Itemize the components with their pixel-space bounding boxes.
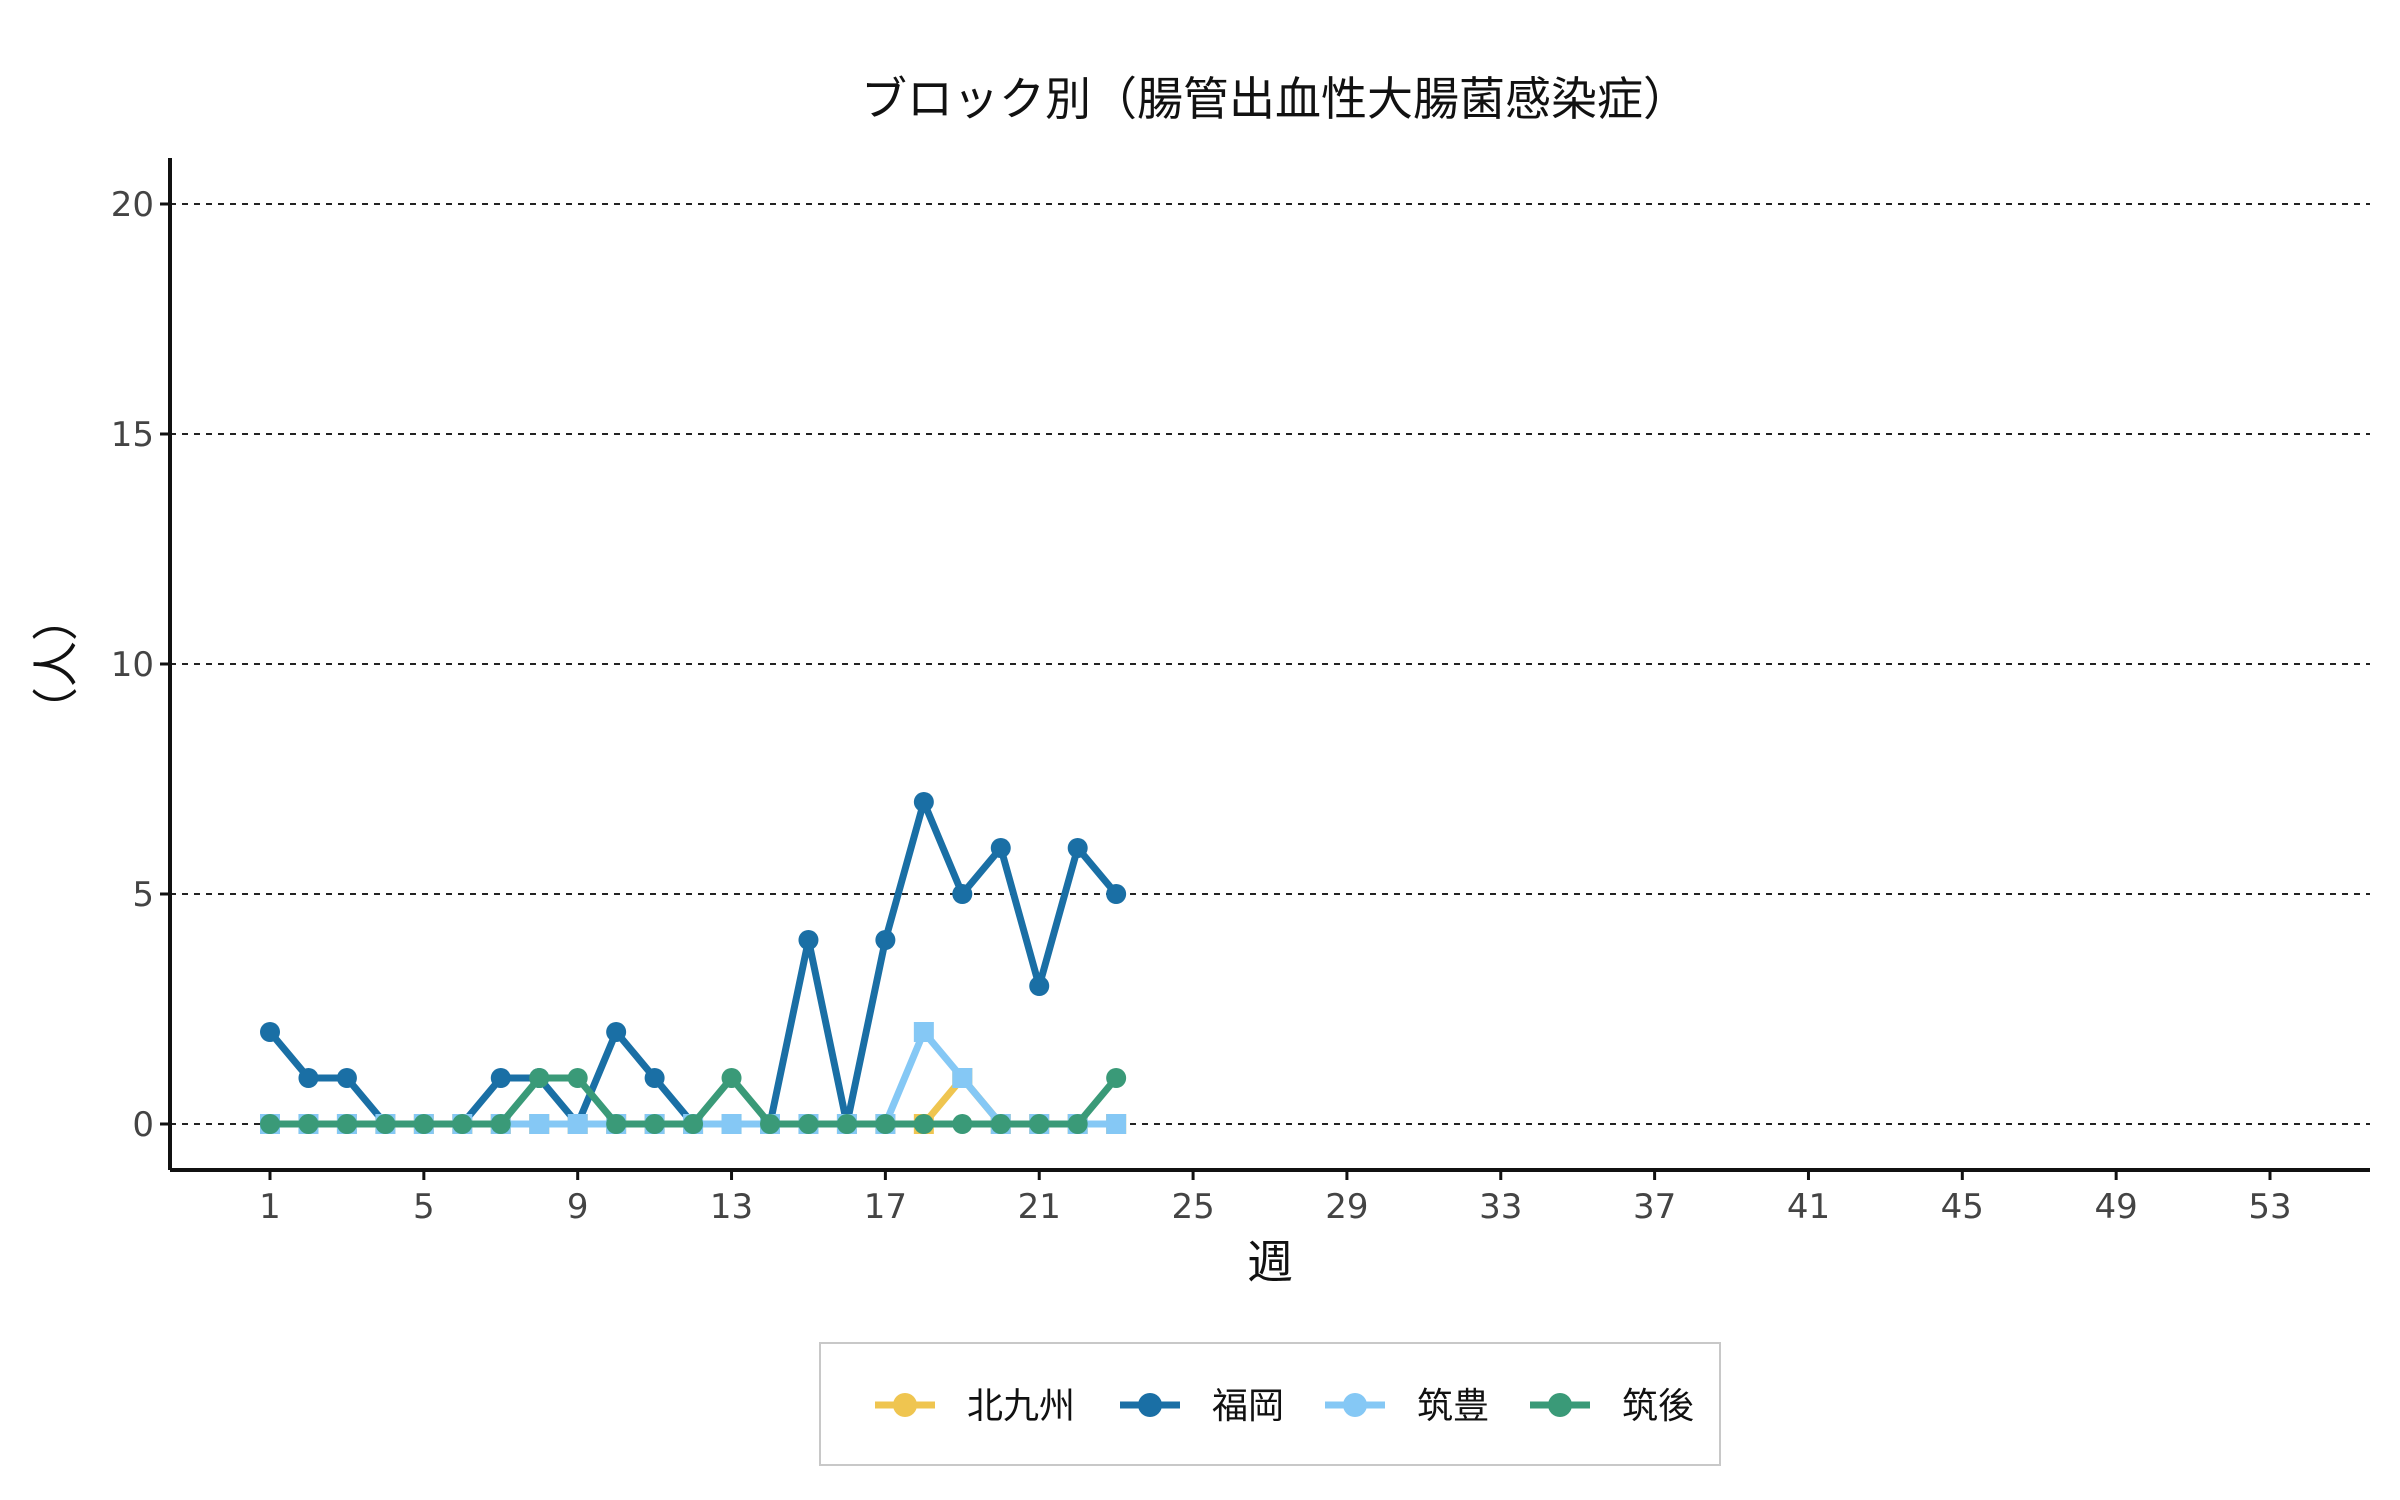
data-point: [1029, 1114, 1050, 1134]
data-point: [260, 1022, 280, 1042]
gridlines: [170, 203, 2370, 1125]
data-point: [913, 1022, 934, 1042]
data-point: [298, 1068, 319, 1088]
legend-label: 北九州: [967, 1386, 1075, 1427]
x-tick-label: 5: [413, 1187, 435, 1227]
x-tick-label: 33: [1479, 1187, 1522, 1227]
data-point: [606, 1022, 627, 1042]
data-point: [336, 1114, 357, 1134]
x-tick-label: 17: [864, 1187, 907, 1227]
x-tick-label: 1: [259, 1187, 281, 1227]
y-axis-title: （人）: [29, 595, 83, 733]
data-point: [721, 1114, 742, 1134]
data-point: [490, 1114, 511, 1134]
x-tick-label: 9: [567, 1187, 589, 1227]
data-point: [875, 930, 896, 950]
x-tick-label: 13: [710, 1187, 753, 1227]
data-point: [913, 1114, 934, 1134]
y-tick-label: 10: [111, 645, 154, 685]
x-tick-label: 49: [2095, 1187, 2138, 1227]
data-point: [1029, 976, 1050, 996]
y-tick-label: 5: [132, 875, 154, 915]
chart-title: ブロック別（腸管出血性大腸菌感染症）: [861, 72, 1689, 126]
data-point: [1067, 1114, 1088, 1134]
data-point: [529, 1068, 550, 1088]
data-point: [1067, 838, 1088, 858]
legend: 北九州 福岡 筑豊 筑後: [819, 1342, 1721, 1466]
data-point: [260, 1114, 280, 1134]
data-point: [875, 1114, 896, 1134]
data-point: [375, 1114, 396, 1134]
x-axis-title: 週: [1247, 1235, 1293, 1289]
data-point: [990, 1114, 1011, 1134]
data-point: [336, 1068, 357, 1088]
legend-label: 福岡: [1212, 1386, 1284, 1427]
data-point: [452, 1114, 473, 1134]
data-point: [952, 1114, 973, 1134]
y-tick-label: 20: [111, 185, 154, 225]
x-tick-label: 45: [1941, 1187, 1984, 1227]
series-line: [266, 798, 1120, 1128]
legend-label: 筑後: [1622, 1386, 1694, 1427]
series-line: [266, 1028, 1120, 1128]
data-point: [298, 1114, 319, 1134]
data-point: [567, 1114, 588, 1134]
data-point: [952, 1068, 973, 1088]
legend-item: 筑豊: [1325, 1386, 1489, 1427]
data-point: [1106, 1114, 1127, 1134]
series: [260, 792, 1127, 1134]
x-tick-label: 25: [1171, 1187, 1214, 1227]
data-point: [529, 1114, 550, 1134]
series-3: [260, 1068, 1127, 1134]
series-1: [260, 792, 1127, 1134]
data-point: [798, 1114, 819, 1134]
x-tick-label: 37: [1633, 1187, 1676, 1227]
x-tick-label: 53: [2248, 1187, 2291, 1227]
data-point: [952, 884, 973, 904]
data-point: [913, 792, 934, 812]
data-point: [798, 930, 819, 950]
data-point: [1106, 1068, 1127, 1088]
data-point: [721, 1068, 742, 1088]
legend-label: 筑豊: [1417, 1386, 1489, 1427]
data-point: [644, 1068, 665, 1088]
legend-swatch-marker: [1138, 1393, 1162, 1417]
data-point: [683, 1114, 704, 1134]
legend-item: 北九州: [875, 1386, 1075, 1427]
data-point: [760, 1114, 780, 1134]
legend-item: 筑後: [1530, 1386, 1694, 1427]
legend-swatch-marker: [1548, 1393, 1572, 1417]
data-point: [644, 1114, 665, 1134]
legend-swatch-marker: [893, 1393, 917, 1417]
x-tick-label: 21: [1018, 1187, 1061, 1227]
x-tick-label: 29: [1325, 1187, 1368, 1227]
data-point: [490, 1068, 511, 1088]
data-point: [1106, 884, 1127, 904]
legend-item: 福岡: [1120, 1386, 1284, 1427]
y-tick-label: 0: [132, 1105, 154, 1145]
data-point: [990, 838, 1011, 858]
legend-swatch-marker: [1343, 1393, 1367, 1417]
x-tick-label: 41: [1787, 1187, 1830, 1227]
y-tick-label: 15: [111, 415, 154, 455]
data-point: [836, 1114, 857, 1134]
data-point: [413, 1114, 434, 1134]
data-point: [567, 1068, 588, 1088]
data-point: [606, 1114, 627, 1134]
